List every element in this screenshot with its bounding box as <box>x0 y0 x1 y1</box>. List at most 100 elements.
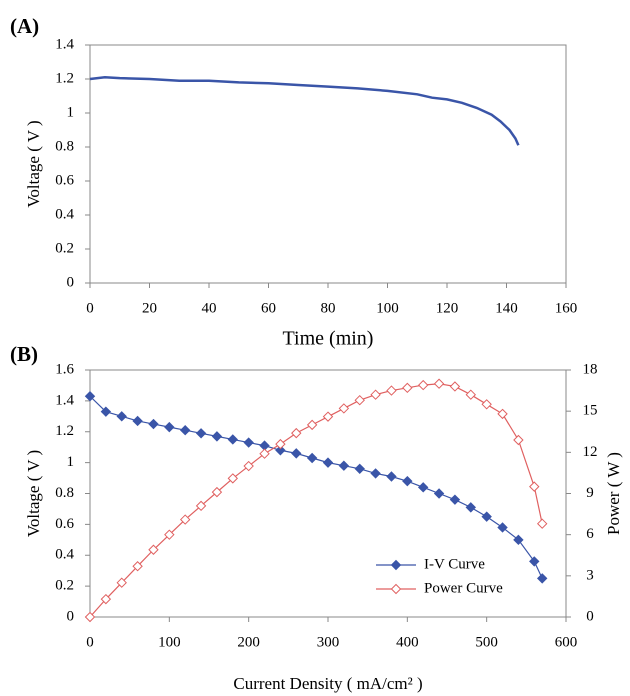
data-point <box>227 473 239 484</box>
data-point <box>291 427 302 439</box>
x-tick-label: 20 <box>142 300 157 316</box>
data-point <box>322 457 334 468</box>
data-point <box>179 514 191 525</box>
y-tick-label: 0.2 <box>55 240 74 256</box>
data-point <box>481 399 492 410</box>
data-point <box>338 403 350 414</box>
data-point <box>84 611 96 623</box>
data-point <box>148 418 159 430</box>
data-point <box>275 445 286 456</box>
data-point <box>259 448 270 459</box>
y-tick-label: 1.6 <box>55 361 74 377</box>
y-tick-label: 0.6 <box>55 172 74 188</box>
data-point <box>417 379 429 391</box>
data-point <box>100 406 112 417</box>
data-point <box>322 411 334 422</box>
data-point <box>195 500 207 512</box>
data-point <box>465 502 477 513</box>
legend-marker <box>390 583 402 595</box>
x-tick-label: 500 <box>475 634 498 650</box>
data-point <box>306 452 318 464</box>
data-point <box>536 573 548 584</box>
legend-label: I-V Curve <box>424 556 485 572</box>
x-tick-label: 60 <box>261 300 276 316</box>
y2-tick-label: 0 <box>586 608 594 624</box>
data-point <box>132 561 143 572</box>
data-point <box>306 419 318 431</box>
x-tick-label: 0 <box>86 300 94 316</box>
data-point <box>386 471 397 482</box>
data-point <box>529 556 540 567</box>
x-tick-label: 200 <box>237 634 260 650</box>
y2-tick-label: 18 <box>583 361 598 377</box>
legend-label: Power Curve <box>424 580 503 596</box>
x-tick-label: 80 <box>321 300 336 316</box>
y-tick-label: 0.4 <box>55 547 74 563</box>
data-point <box>227 434 239 445</box>
y-axis-title: Voltage ( V ) <box>24 450 43 537</box>
data-point <box>275 438 286 450</box>
data-point <box>132 415 143 427</box>
data-point <box>211 431 223 442</box>
y-tick-label: 1.4 <box>55 36 74 52</box>
y2-tick-label: 6 <box>586 526 594 542</box>
data-point <box>195 428 207 439</box>
data-point <box>433 378 445 389</box>
data-point <box>164 421 175 433</box>
data-point <box>100 593 112 605</box>
y-tick-label: 1.2 <box>55 70 74 86</box>
data-point <box>402 382 413 394</box>
y2-tick-label: 15 <box>583 403 598 419</box>
legend-marker <box>390 559 402 571</box>
y2-tick-label: 12 <box>583 444 598 460</box>
data-point <box>529 481 540 492</box>
x-tick-label: 120 <box>436 300 459 316</box>
x-tick-label: 0 <box>86 634 94 650</box>
series-line <box>89 76 520 146</box>
data-point <box>497 408 508 420</box>
y-tick-label: 1 <box>67 454 75 470</box>
x-tick-label: 600 <box>555 634 578 650</box>
data-point <box>243 437 254 448</box>
y2-axis-title: Power ( W ) <box>604 452 623 535</box>
data-point <box>402 475 413 487</box>
data-point <box>536 518 548 529</box>
data-point <box>386 385 397 396</box>
y-tick-label: 0.4 <box>55 206 74 222</box>
y-axis-title: Voltage ( V ) <box>24 120 43 207</box>
x-axis-title: Time (min) <box>283 328 374 350</box>
y-tick-label: 0.8 <box>55 485 74 501</box>
data-point <box>211 486 223 498</box>
data-point <box>164 529 175 540</box>
y-tick-label: 1 <box>67 104 75 120</box>
data-point <box>243 460 254 472</box>
y2-tick-label: 3 <box>586 567 594 583</box>
data-point <box>370 389 381 400</box>
y2-tick-label: 9 <box>586 485 594 501</box>
y-tick-label: 1.2 <box>55 423 74 439</box>
panel-label: (A) <box>10 14 39 38</box>
y-tick-label: 0.2 <box>55 578 74 594</box>
y-tick-label: 0 <box>67 608 75 624</box>
data-point <box>465 389 477 400</box>
data-point <box>417 482 429 493</box>
data-point <box>370 468 381 479</box>
data-point <box>497 522 508 533</box>
data-point <box>116 577 127 588</box>
x-tick-label: 140 <box>495 300 518 316</box>
data-point <box>449 381 461 392</box>
x-tick-label: 40 <box>202 300 217 316</box>
x-tick-label: 100 <box>376 300 399 316</box>
data-point <box>449 494 461 505</box>
data-point <box>148 544 159 555</box>
x-tick-label: 400 <box>396 634 419 650</box>
data-point <box>354 463 365 475</box>
x-tick-label: 100 <box>158 634 181 650</box>
data-point <box>179 424 191 436</box>
x-axis-title: Current Density ( mA/cm² ) <box>233 674 422 693</box>
data-point <box>116 411 127 422</box>
panel-label: (B) <box>10 342 38 366</box>
data-point <box>513 434 524 446</box>
y-tick-label: 1.4 <box>55 392 74 408</box>
